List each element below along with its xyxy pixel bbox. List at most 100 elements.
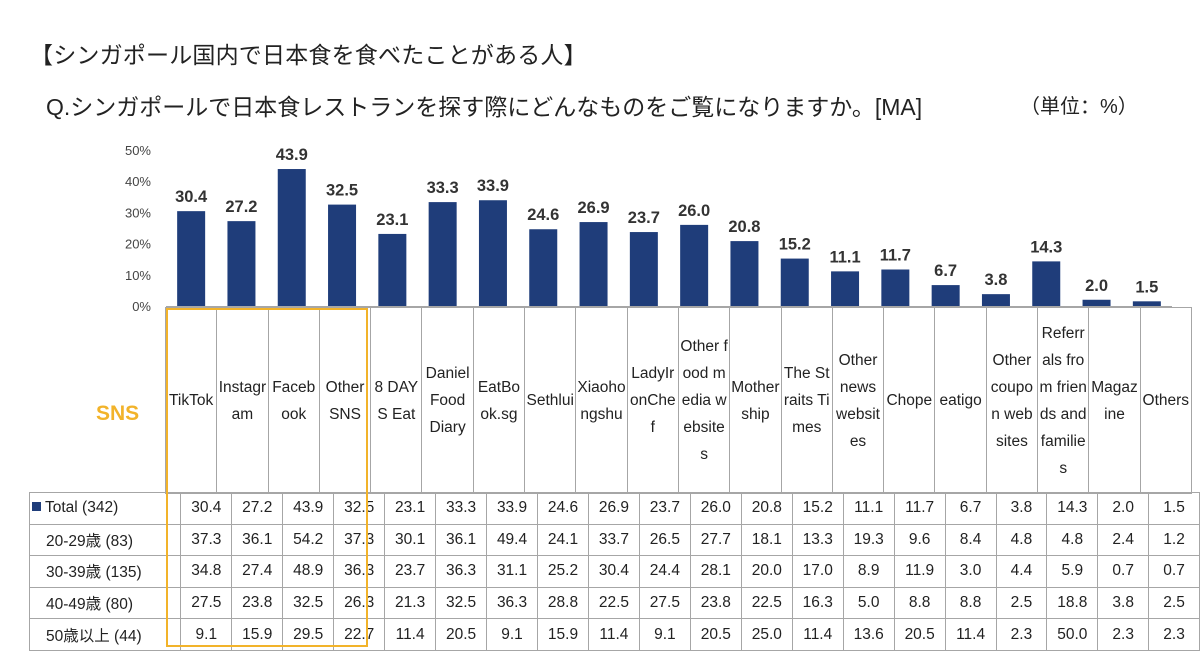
table-row: 20-29歳 (83) 37.3 36.1 54.2 37.3 30.1 36.1 49.4 2…	[28, 523, 1200, 557]
bar-chart: 0% 10% 20% 30% 40% 50% 30.4 27.2 43.9 32.5 23.1 33.…	[125, 143, 1172, 314]
table-cell: 26.0	[689, 492, 742, 525]
bar-value-label: 27.2	[225, 198, 257, 216]
table-cell: 36.1	[435, 523, 488, 557]
table-cell: 37.3	[180, 523, 233, 557]
y-tick-label: 10%	[125, 268, 151, 283]
category-label-text: Sethlui	[526, 392, 574, 409]
table-cell: 3.8	[1097, 586, 1150, 620]
bar-value-label: 24.6	[527, 206, 559, 224]
table-cell: 32.5	[333, 492, 386, 525]
table-cell: 3.0	[944, 555, 997, 588]
table-cell: 22.5	[740, 586, 793, 620]
table-cell: 13.3	[791, 523, 844, 557]
table-cell: 5.0	[842, 586, 895, 620]
table-cell: 17.0	[791, 555, 844, 588]
table-cell: 22.7	[333, 618, 386, 651]
table-cell: 26.3	[333, 586, 386, 620]
bar-value-label: 15.2	[779, 236, 811, 254]
bar-value-label: 3.8	[984, 271, 1007, 289]
bar	[378, 233, 407, 306]
category-label-text: EatBook.sg	[477, 378, 521, 423]
table-cell: 5.9	[1046, 555, 1099, 588]
bar	[680, 224, 709, 306]
category-label: Other news websites	[831, 307, 885, 494]
table-cell: 23.7	[384, 555, 437, 588]
category-label: Referrals from friends and families	[1037, 307, 1090, 494]
category-label-text: Chope	[886, 392, 933, 409]
category-label: Xiaohongshu	[575, 307, 628, 494]
category-label: TikTok	[164, 307, 218, 494]
y-tick-label: 40%	[125, 174, 151, 189]
bar	[177, 211, 206, 306]
table-cell: 1.5	[1148, 492, 1200, 525]
category-label-text: Xiaohongshu	[577, 378, 626, 423]
table-cell: 20.5	[435, 618, 488, 651]
table-cell: 23.1	[384, 492, 437, 525]
table-cell: 36.3	[486, 586, 538, 620]
table-cell: 26.9	[587, 492, 640, 525]
row-label: Total (342)	[28, 492, 182, 525]
bar-value-label: 14.3	[1030, 238, 1062, 256]
row-label-text: Total (342)	[45, 499, 119, 517]
bar	[328, 204, 357, 306]
table-cell: 3.8	[995, 492, 1048, 525]
table-cell: 25.0	[740, 618, 793, 651]
chart-heading: 【シンガポール国内で日本食を食べたことがある人】	[30, 42, 587, 68]
table-cell: 8.8	[944, 586, 997, 620]
bar-value-label: 30.4	[175, 188, 208, 206]
bar	[1132, 301, 1161, 306]
category-label: Other food media websites	[677, 307, 731, 494]
table-cell: 19.3	[842, 523, 895, 557]
category-label-text: The Straits Times	[783, 365, 830, 436]
table-cell: 6.7	[944, 492, 997, 525]
table-cell: 11.4	[587, 618, 640, 651]
table-cell: 11.1	[842, 492, 895, 525]
category-label: Facebook	[267, 307, 320, 494]
bar	[730, 241, 759, 306]
category-label-text: Mothership	[731, 378, 780, 423]
table-cell: 4.4	[995, 555, 1048, 588]
table-cell: 14.3	[1046, 492, 1099, 525]
bar-value-label: 1.5	[1135, 278, 1158, 296]
table-cell: 36.3	[435, 555, 488, 588]
table-cell: 11.4	[384, 618, 437, 651]
category-label: Other SNS	[318, 307, 372, 494]
y-tick-label: 50%	[125, 143, 151, 158]
table-row: 30-39歳 (135) 34.8 27.4 48.9 36.3 23.7 36.3 31.1…	[28, 555, 1200, 588]
table-cell: 15.2	[791, 492, 844, 525]
table-cell: 29.5	[282, 618, 335, 651]
row-label: 50歳以上 (44)	[28, 618, 182, 651]
question-text: Q.シンガポールで日本食レストランを探す際にどんなものをご覧になりますか。[MA…	[46, 94, 923, 120]
table-cell: 36.3	[333, 555, 386, 588]
table-cell: 24.1	[537, 523, 589, 557]
table-cell: 16.3	[791, 586, 844, 620]
bar-value-label: 11.1	[829, 248, 860, 266]
bar-value-label: 23.7	[628, 209, 660, 227]
category-label: 8 DAYS Eat	[370, 307, 423, 494]
category-label-text: 8 DAYS Eat	[374, 378, 419, 423]
bar	[227, 221, 256, 306]
category-label-text: eatigo	[939, 392, 982, 409]
y-tick-label: 20%	[125, 237, 151, 252]
table-cell: 15.9	[537, 618, 589, 651]
row-label: 20-29歳 (83)	[28, 523, 182, 557]
table-cell: 34.8	[180, 555, 233, 588]
category-label: Sethlui	[524, 307, 577, 494]
table-cell: 8.8	[893, 586, 946, 620]
bar	[780, 258, 809, 306]
bar-value-label: 32.5	[326, 182, 358, 200]
table-cell: 28.1	[689, 555, 742, 588]
bar-value-label: 33.9	[477, 177, 509, 195]
category-label-text: Other food media websites	[680, 338, 728, 463]
table-cell: 2.3	[995, 618, 1048, 651]
category-label-text: Instagram	[218, 378, 267, 423]
table-cell: 11.4	[944, 618, 997, 651]
table-cell: 23.7	[638, 492, 691, 525]
bar	[881, 269, 910, 306]
table-cell: 27.4	[231, 555, 284, 588]
category-label: LadyIronChef	[626, 307, 679, 494]
bar	[981, 294, 1010, 306]
category-label: Magazine	[1088, 307, 1141, 494]
row-label-text: 40-49歳 (80)	[46, 596, 134, 614]
category-label: Other coupon websites	[985, 307, 1039, 494]
